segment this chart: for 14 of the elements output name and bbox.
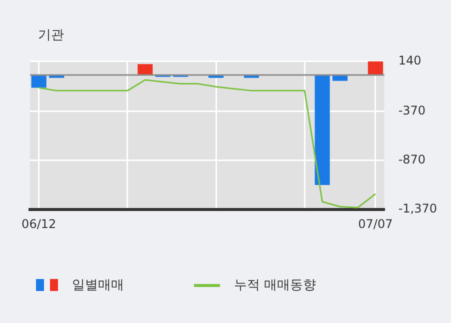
y-tick-label: 140 xyxy=(398,53,422,68)
legend-label: 누적 매매동향 xyxy=(234,277,316,294)
x-tick-label: 06/12 xyxy=(22,216,56,231)
x-tick-label: 07/07 xyxy=(358,216,393,231)
bar xyxy=(332,74,348,81)
bar xyxy=(368,61,383,75)
chart-title: 기관 xyxy=(38,27,64,44)
legend-label: 일별매매 xyxy=(72,277,124,294)
y-tick-label: -370 xyxy=(398,103,426,118)
y-tick-label: -870 xyxy=(398,152,426,167)
y-tick-label: -1,370 xyxy=(398,202,438,216)
bar xyxy=(138,64,153,75)
bar xyxy=(31,74,46,88)
bar xyxy=(314,74,330,186)
